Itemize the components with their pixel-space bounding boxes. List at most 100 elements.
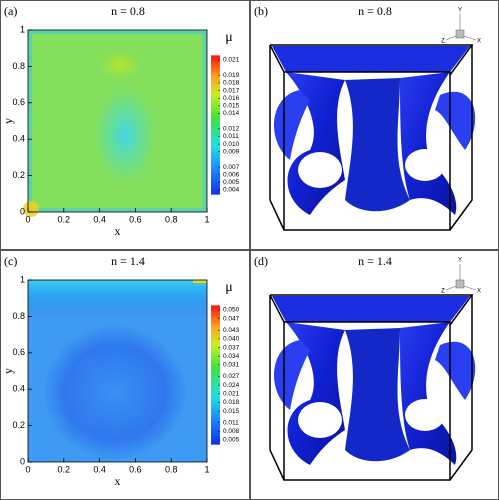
panel-title: n = 1.4 — [111, 254, 145, 268]
panel-title: n = 1.4 — [358, 254, 392, 268]
y-axis-label: y — [1, 368, 15, 374]
colorbar-tick-label: 0.021 — [223, 390, 240, 397]
field-top — [28, 280, 207, 462]
x-tick-label: 0.6 — [129, 214, 142, 224]
y-tick-label: 0 — [20, 206, 25, 216]
field-corner — [23, 201, 39, 217]
colorbar-tick-label: 0.037 — [223, 344, 240, 351]
x-tick-label: 0 — [25, 464, 30, 474]
panel-title: n = 0.8 — [111, 4, 145, 18]
colorbar-tick-label: 0.005 — [223, 179, 240, 186]
colorbar-tick-label: 0.007 — [223, 164, 240, 171]
x-tick-label: 1 — [204, 464, 209, 474]
surface-hole — [298, 402, 342, 438]
colorbar-tick-label: 0.018 — [223, 399, 240, 406]
panel: (b) n = 0.8 Y Z X — [254, 4, 481, 231]
colorbar-tick-label: 0.016 — [223, 95, 240, 102]
x-axis-label: x — [115, 474, 121, 488]
triad-label: Z — [441, 39, 445, 45]
panel-title: n = 0.8 — [358, 4, 392, 18]
colorbar-tick-label: 0.021 — [223, 57, 240, 64]
colorbar-tick-label: 0.047 — [223, 315, 240, 322]
plot-frame — [27, 29, 208, 213]
y-tick-label: 0.4 — [12, 384, 25, 394]
colorbar-tick-label: 0.011 — [223, 419, 239, 426]
y-tick-label: 0.6 — [12, 97, 25, 107]
colorbar-tick-label: 0.011 — [223, 133, 239, 140]
panel-frame — [0, 0, 250, 250]
colorbar-tick-label: 0.050 — [223, 307, 240, 314]
triad-box — [455, 29, 465, 39]
triad-label: X — [477, 289, 481, 295]
colorbar-tick-label: 0.015 — [223, 408, 240, 415]
colorbar-tick-label: 0.014 — [223, 110, 240, 117]
colorbar-tick-label: 0.034 — [223, 353, 240, 360]
colorbar-tick-label: 0.018 — [223, 80, 240, 87]
y-tick-label: 0.2 — [12, 420, 25, 430]
x-tick-label: 0.2 — [58, 214, 71, 224]
colorbar-tick-label: 0.005 — [223, 437, 240, 444]
panel-label: (d) — [254, 254, 268, 268]
y-tick-label: 1 — [20, 274, 25, 284]
x-tick-label: 0.8 — [165, 214, 178, 224]
y-tick-label: 0 — [20, 456, 25, 466]
cube-front — [269, 45, 473, 231]
x-tick-label: 0.4 — [93, 464, 106, 474]
colorbar-tick-label: 0.008 — [223, 428, 240, 435]
colorbar-tick-label: 0.017 — [223, 87, 240, 94]
triad-label: Z — [441, 289, 445, 295]
triad-label: Y — [458, 258, 462, 264]
panel: (d) n = 1.4 Y Z X — [254, 254, 481, 481]
colorbar-tick-label: 0.012 — [223, 126, 240, 133]
plot-frame — [27, 279, 208, 463]
surface-hole — [405, 399, 445, 431]
triad-label: X — [477, 39, 481, 45]
y-tick-label: 0.8 — [12, 311, 25, 321]
y-tick-label: 0.4 — [12, 134, 25, 144]
surface-center — [345, 328, 410, 462]
panel: (a) n = 0.8 0 0.2 0.4 0.6 0.8 1 0 0.2 0.4 0.6 0.8 1 x y… — [1, 4, 240, 238]
colorbar-tick-label: 0.009 — [223, 148, 240, 155]
y-tick-label: 0.2 — [12, 170, 25, 180]
colorbar-title: μ — [225, 30, 233, 45]
surface-right — [400, 72, 457, 215]
surface-lobe — [273, 90, 310, 160]
cube-front — [269, 295, 473, 481]
surface-center — [345, 78, 410, 212]
field-center — [90, 80, 160, 190]
surface-top — [272, 46, 470, 72]
colorbar-tick-label: 0.004 — [223, 187, 240, 194]
colorbar-tick-label: 0.006 — [223, 171, 240, 178]
triad-box — [455, 279, 465, 289]
surface-hole — [298, 152, 342, 188]
surface-lobe — [273, 340, 310, 410]
triad-axis — [445, 35, 457, 41]
panel-label: (c) — [4, 254, 17, 268]
field-edge — [28, 30, 207, 212]
surface-lobe — [435, 341, 476, 400]
colorbar-tick-label: 0.019 — [223, 72, 240, 79]
panel: (c) n = 1.4 0 0.2 0.4 0.6 0.8 1 0 0.2 0.4 0.6 0.8 1 x y… — [1, 254, 240, 488]
colorbar-tick-label: 0.040 — [223, 336, 240, 343]
colorbar — [211, 55, 220, 195]
surface-hole — [405, 149, 445, 181]
x-axis-label: x — [115, 224, 121, 238]
colorbar-tick-label: 0.027 — [223, 373, 240, 380]
y-axis-label: y — [1, 118, 15, 124]
colorbar-tick-label: 0.015 — [223, 103, 240, 110]
x-tick-label: 0.8 — [165, 464, 178, 474]
y-tick-label: 1 — [20, 24, 25, 34]
colorbar-title: μ — [225, 280, 233, 295]
panel-label: (a) — [4, 4, 17, 18]
triad-axis — [463, 35, 477, 41]
triad-label: Y — [458, 8, 462, 14]
panel-label: (b) — [254, 4, 268, 18]
colorbar — [211, 305, 220, 445]
surface-lobe — [435, 91, 476, 150]
colorbar-tick-label: 0.010 — [223, 141, 240, 148]
colorbar-tick-label: 0.031 — [223, 362, 240, 369]
surface-top — [272, 296, 470, 322]
field-corner — [193, 280, 207, 283]
